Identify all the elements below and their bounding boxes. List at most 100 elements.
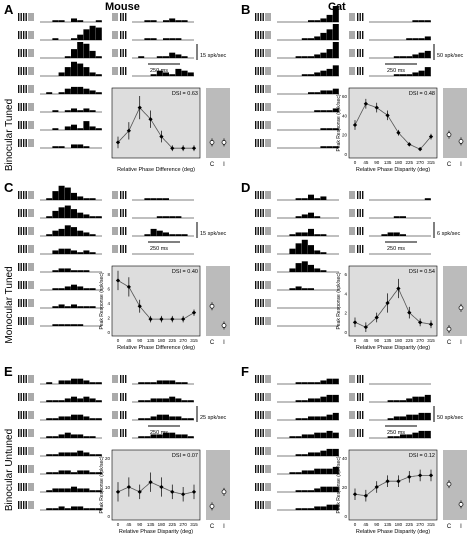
grating-bar: [25, 281, 27, 289]
psth-bar: [332, 504, 339, 510]
data-point: [148, 117, 153, 122]
grating-bar: [362, 67, 364, 75]
stimulus-icon: [112, 191, 127, 199]
psth-bar: [326, 468, 333, 474]
dsi-label: DSI = 0.48: [409, 91, 435, 97]
psth-bar: [77, 34, 84, 40]
grating-bar: [257, 103, 259, 111]
fit-curve: [117, 481, 195, 495]
gray-screen: [349, 31, 355, 39]
psth-bar: [163, 216, 169, 218]
gray-screen: [112, 245, 118, 253]
data-point: [385, 113, 390, 118]
psth-bar: [181, 20, 188, 22]
condition-panel: [206, 450, 230, 520]
x-tick-label: 45: [363, 160, 369, 165]
psth-bar: [332, 42, 339, 58]
scale-ms-label: 250 ms: [150, 246, 168, 252]
psth-bar: [308, 56, 314, 58]
psth-bar: [400, 400, 406, 402]
psth-bar: [77, 470, 84, 474]
grating-bar: [257, 227, 259, 235]
grating-bar: [357, 67, 359, 75]
grating-bar: [20, 139, 22, 147]
grating-bar: [122, 429, 124, 437]
psth-bar: [138, 418, 145, 420]
gray-screen: [265, 31, 271, 39]
x-tick-label: 225: [406, 338, 414, 343]
gray-screen: [349, 67, 355, 75]
psth-bar: [387, 232, 394, 236]
psth-bar: [326, 414, 333, 420]
grating-bar: [359, 375, 361, 383]
stimulus-icon: [18, 501, 34, 509]
grating-bar: [260, 299, 262, 307]
stimulus-icon: [18, 263, 34, 271]
psth-bar: [150, 74, 157, 76]
grating-bar: [262, 501, 264, 509]
psth-bar: [58, 288, 65, 290]
x-tick-label: 0: [354, 338, 357, 343]
grating-bar: [120, 245, 122, 253]
grating-bar: [257, 263, 259, 271]
grating-bar: [23, 281, 25, 289]
grating-bar: [20, 447, 22, 455]
psth-bar: [156, 380, 163, 384]
psth-bar: [71, 304, 77, 308]
y-tick-label: 2: [107, 316, 110, 321]
grating-bar: [23, 501, 25, 509]
psth-bar: [308, 194, 314, 200]
grating-bar: [359, 209, 361, 217]
gray-screen: [28, 465, 34, 473]
panel-letter: A: [4, 2, 14, 17]
grating-bar: [362, 227, 364, 235]
grating-bar: [257, 49, 259, 57]
grating-bar: [362, 429, 364, 437]
grating-bar: [20, 191, 22, 199]
grating-bar: [260, 121, 262, 129]
grating-bar: [125, 375, 127, 383]
psth-bar: [71, 378, 77, 384]
gray-screen: [265, 411, 271, 419]
psth-bar: [64, 268, 71, 272]
grating-bar: [255, 393, 257, 401]
condition-point: [446, 326, 452, 332]
psth-bar: [289, 472, 296, 474]
stimulus-icon: [18, 139, 34, 147]
gray-screen: [265, 375, 271, 383]
psth-bar: [320, 506, 327, 510]
y-axis-label: Peak Response (spk/sec): [336, 94, 342, 151]
psth-bar: [83, 121, 90, 130]
gray-screen: [28, 393, 34, 401]
psth-bar: [393, 400, 400, 402]
psth-bar: [314, 110, 321, 112]
x-tick-label: 135: [384, 160, 392, 165]
psth-bar: [393, 436, 400, 438]
dsi-label: DSI = 0.12: [409, 453, 435, 459]
grating-bar: [260, 317, 262, 325]
psth-bar: [58, 470, 65, 474]
grating-bar: [25, 411, 27, 419]
grating-bar: [359, 227, 361, 235]
y-tick-label: 20: [342, 485, 348, 490]
gray-screen: [28, 299, 34, 307]
psth-bar: [308, 74, 314, 76]
fit-curve: [354, 287, 432, 328]
stimulus-icon: [255, 411, 271, 419]
grating-bar: [362, 245, 364, 253]
scale-ms-label: 250 ms: [387, 430, 405, 436]
psth-bar: [71, 209, 77, 218]
grating-bar: [23, 317, 25, 325]
gray-screen: [349, 227, 355, 235]
psth-bar: [64, 126, 71, 130]
grating-bar: [359, 13, 361, 21]
psth-bar: [95, 382, 102, 384]
gray-screen: [265, 49, 271, 57]
psth-bar: [326, 29, 333, 40]
grating-bar: [255, 447, 257, 455]
grating-bar: [257, 299, 259, 307]
grating-bar: [260, 49, 262, 57]
psth-bar: [71, 192, 77, 200]
grating-bar: [262, 317, 264, 325]
grating-bar: [255, 31, 257, 39]
